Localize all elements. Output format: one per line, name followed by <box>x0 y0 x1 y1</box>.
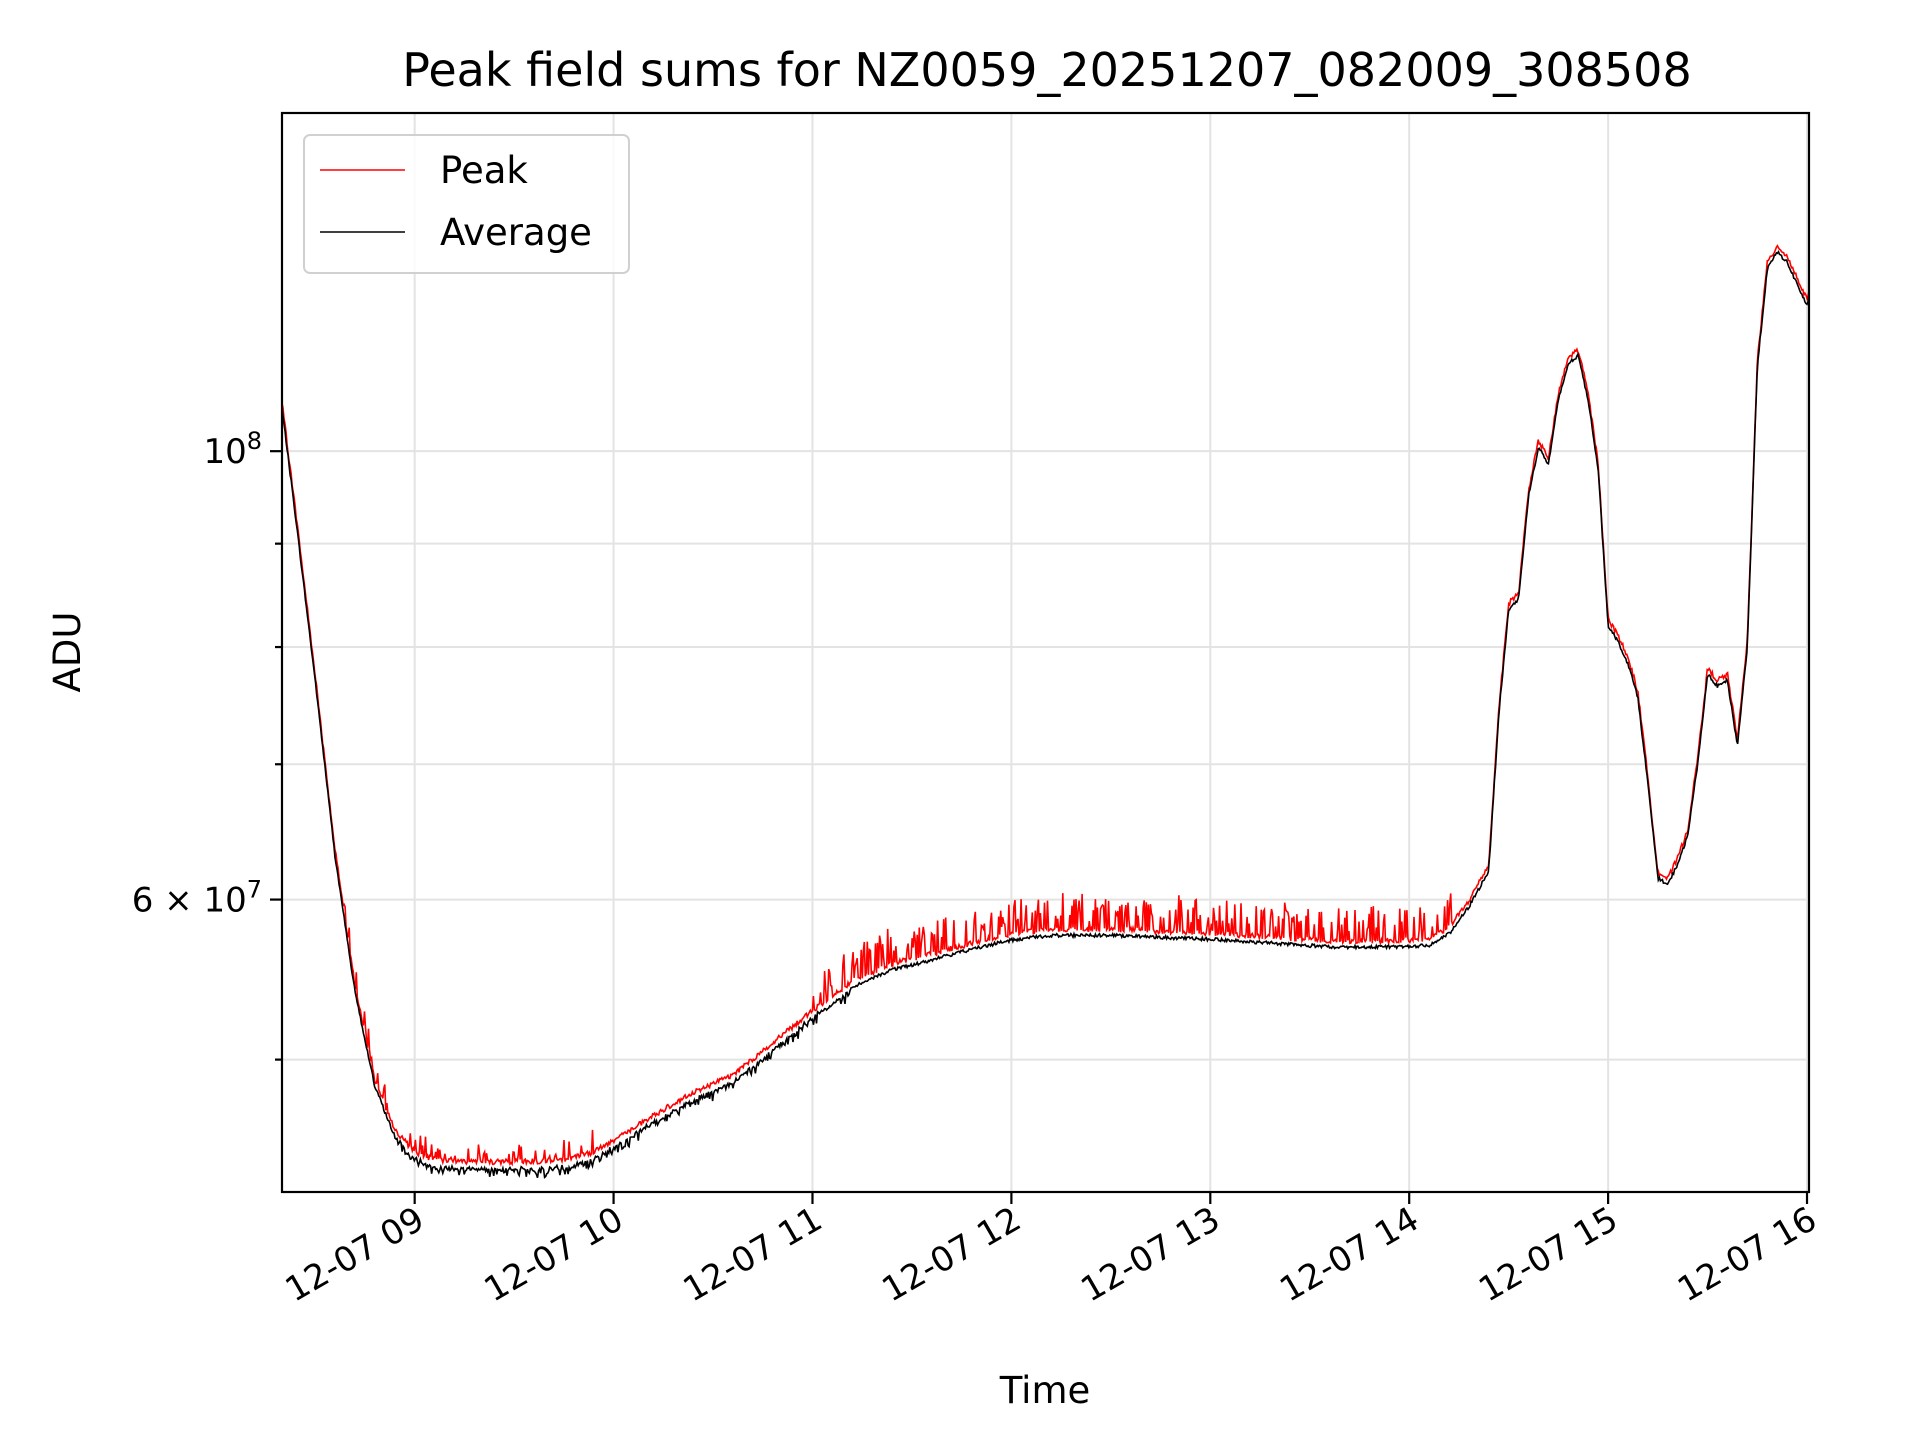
y-tick-label: 6 × 107 <box>132 876 262 921</box>
series-line-peak <box>282 244 1809 1167</box>
plot-series <box>282 244 1809 1179</box>
chart-title: Peak field sums for NZ0059_20251207_0820… <box>402 43 1691 97</box>
gridlines <box>282 113 1809 1192</box>
legend-average-label: Average <box>440 211 592 254</box>
x-axis-label: Time <box>999 1369 1091 1412</box>
y-axis-label: ADU <box>46 612 89 693</box>
legend: Peak Average <box>303 134 630 274</box>
series-line-average <box>282 249 1809 1179</box>
y-tick-label: 108 <box>203 427 262 472</box>
legend-peak-label: Peak <box>440 149 528 192</box>
plot-frame <box>280 111 1811 1194</box>
